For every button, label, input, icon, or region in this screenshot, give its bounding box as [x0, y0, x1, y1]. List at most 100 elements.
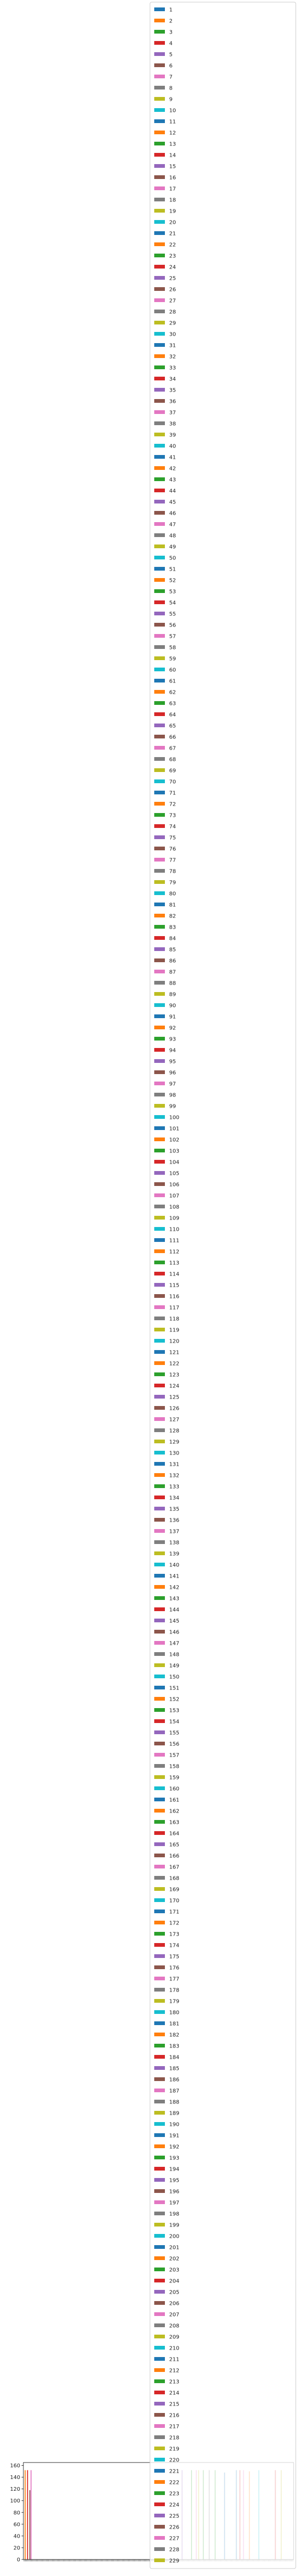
legend-label-64: 64 [169, 712, 176, 718]
legend-label-132: 132 [169, 1473, 179, 1479]
legend-swatch-189 [154, 2111, 165, 2115]
legend-label-70: 70 [169, 779, 176, 785]
legend-label-179: 179 [169, 1999, 179, 2005]
legend-label-201: 201 [169, 2245, 179, 2251]
legend-label-200: 200 [169, 2234, 179, 2240]
legend-swatch-12 [154, 131, 165, 134]
legend-swatch-215 [154, 2402, 165, 2406]
legend-label-57: 57 [169, 634, 176, 640]
legend-swatch-29 [154, 321, 165, 324]
legend-label-160: 160 [169, 1786, 179, 1792]
legend-label-168: 168 [169, 1876, 179, 1882]
bar-4 [27, 2470, 28, 2559]
legend-swatch-212 [154, 2368, 165, 2372]
legend-swatch-56 [154, 623, 165, 627]
legend-label-192: 192 [169, 2144, 179, 2150]
legend-swatch-191 [154, 2133, 165, 2137]
legend-swatch-57 [154, 634, 165, 638]
legend-swatch-136 [154, 1518, 165, 1522]
legend-swatch-132 [154, 1473, 165, 1477]
legend-swatch-88 [154, 981, 165, 985]
legend-swatch-120 [154, 1339, 165, 1343]
legend-label-195: 195 [169, 2178, 179, 2184]
legend-swatch-206 [154, 2301, 165, 2305]
legend-label-138: 138 [169, 1540, 179, 1546]
legend-label-88: 88 [169, 981, 176, 987]
legend-label-6: 6 [169, 63, 172, 69]
legend-label-150: 150 [169, 1675, 179, 1680]
legend-label-19: 19 [169, 209, 176, 215]
legend-swatch-139 [154, 1551, 165, 1555]
legend-swatch-107 [154, 1193, 165, 1197]
legend-swatch-229 [154, 2558, 165, 2562]
legend-label-134: 134 [169, 1496, 179, 1501]
legend-label-128: 128 [169, 1428, 179, 1434]
legend-label-67: 67 [169, 746, 176, 752]
legend: 1234567891011121314151617181920212223242… [149, 2, 296, 2569]
legend-label-215: 215 [169, 2402, 179, 2408]
legend-label-153: 153 [169, 1708, 179, 1714]
legend-label-161: 161 [169, 1798, 179, 1803]
legend-label-55: 55 [169, 612, 176, 617]
bar-7 [30, 2470, 32, 2559]
legend-swatch-173 [154, 1932, 165, 1936]
legend-label-142: 142 [169, 1585, 179, 1591]
legend-label-18: 18 [169, 198, 176, 204]
legend-swatch-182 [154, 2033, 165, 2036]
legend-swatch-96 [154, 1070, 165, 1074]
legend-swatch-147 [154, 1641, 165, 1645]
legend-swatch-6 [154, 63, 165, 67]
legend-label-156: 156 [169, 1742, 179, 1748]
legend-label-32: 32 [169, 354, 176, 360]
legend-label-12: 12 [169, 131, 176, 136]
legend-swatch-216 [154, 2413, 165, 2417]
legend-swatch-198 [154, 2212, 165, 2215]
legend-swatch-1 [154, 7, 165, 11]
legend-label-212: 212 [169, 2368, 179, 2374]
legend-label-118: 118 [169, 1317, 179, 1322]
legend-swatch-168 [154, 1876, 165, 1880]
legend-swatch-171 [154, 1909, 165, 1913]
legend-swatch-21 [154, 231, 165, 235]
legend-label-20: 20 [169, 220, 176, 226]
legend-label-204: 204 [169, 2279, 179, 2285]
legend-box [149, 2, 296, 2569]
legend-swatch-53 [154, 589, 165, 593]
legend-swatch-92 [154, 1026, 165, 1029]
legend-swatch-31 [154, 343, 165, 347]
legend-swatch-140 [154, 1563, 165, 1566]
legend-swatch-46 [154, 511, 165, 515]
legend-swatch-7 [154, 75, 165, 78]
legend-label-174: 174 [169, 1943, 179, 1949]
legend-swatch-30 [154, 332, 165, 336]
legend-swatch-110 [154, 1227, 165, 1231]
bar-2 [24, 2470, 26, 2559]
legend-label-214: 214 [169, 2391, 179, 2396]
legend-label-164: 164 [169, 1831, 179, 1837]
legend-swatch-69 [154, 768, 165, 772]
legend-swatch-45 [154, 500, 165, 503]
legend-label-166: 166 [169, 1854, 179, 1859]
legend-swatch-68 [154, 757, 165, 761]
legend-swatch-155 [154, 1730, 165, 1734]
y-tick-label: 120 [10, 2486, 20, 2492]
legend-swatch-43 [154, 477, 165, 481]
legend-swatch-138 [154, 1540, 165, 1544]
legend-swatch-224 [154, 2502, 165, 2506]
legend-swatch-33 [154, 365, 165, 369]
legend-label-162: 162 [169, 1809, 179, 1815]
legend-swatch-8 [154, 86, 165, 90]
legend-label-218: 218 [169, 2435, 179, 2441]
legend-swatch-194 [154, 2167, 165, 2171]
legend-label-112: 112 [169, 1249, 179, 1255]
legend-label-59: 59 [169, 656, 176, 662]
legend-swatch-118 [154, 1317, 165, 1320]
legend-label-27: 27 [169, 298, 176, 304]
legend-label-140: 140 [169, 1563, 179, 1569]
legend-label-90: 90 [169, 1003, 176, 1009]
legend-label-26: 26 [169, 287, 176, 293]
legend-label-139: 139 [169, 1551, 179, 1557]
legend-label-145: 145 [169, 1619, 179, 1624]
legend-label-180: 180 [169, 2010, 179, 2016]
legend-label-98: 98 [169, 1093, 176, 1099]
